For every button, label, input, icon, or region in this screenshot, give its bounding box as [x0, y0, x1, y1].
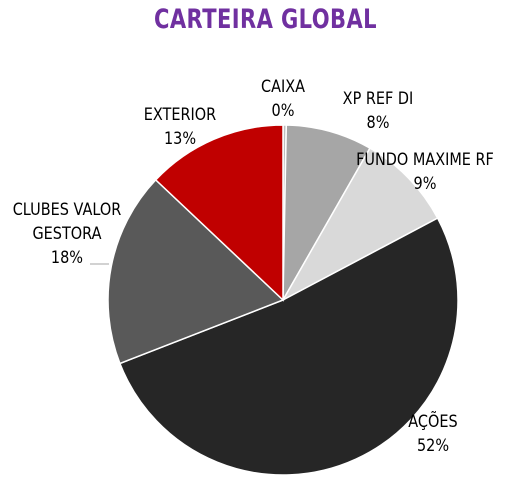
- slice-name-label: XP REF DI: [343, 88, 414, 108]
- pie-slice-ações: [118, 217, 459, 476]
- slice-name-label: CAIXA: [261, 76, 305, 96]
- slice-percent-label: 13%: [164, 128, 196, 148]
- pie-slice-clubes-valor-gestora: [107, 178, 285, 365]
- slice-label: EXTERIOR 13%: [144, 104, 216, 148]
- slice-name-label: FUNDO MAXIME RF: [356, 149, 494, 169]
- slice-label: CAIXA 0%: [261, 76, 305, 120]
- slice-name-label: AÇÕES: [408, 411, 457, 431]
- slice-label: AÇÕES 52%: [408, 411, 457, 455]
- slice-percent-label: 52%: [417, 435, 449, 455]
- slice-name-label: EXTERIOR: [144, 104, 216, 124]
- pie-slice-fundo-maxime-rf: [281, 147, 439, 302]
- slice-name-label: CLUBES VALOR: [13, 199, 122, 219]
- slice-percent-label: 0%: [272, 100, 295, 120]
- slice-percent-label: 18%: [51, 247, 83, 267]
- slice-percent-label: 9%: [414, 173, 437, 193]
- slice-label: XP REF DI 8%: [343, 88, 414, 132]
- chart-title: CARTEIRA GLOBAL: [154, 4, 377, 35]
- slice-label: FUNDO MAXIME RF 9%: [356, 149, 494, 193]
- slice-name-label: GESTORA: [33, 223, 102, 243]
- slice-label: CLUBES VALOR GESTORA 18%: [13, 199, 122, 267]
- pie-slice-exterior: [154, 124, 284, 302]
- slice-percent-label: 8%: [367, 112, 390, 132]
